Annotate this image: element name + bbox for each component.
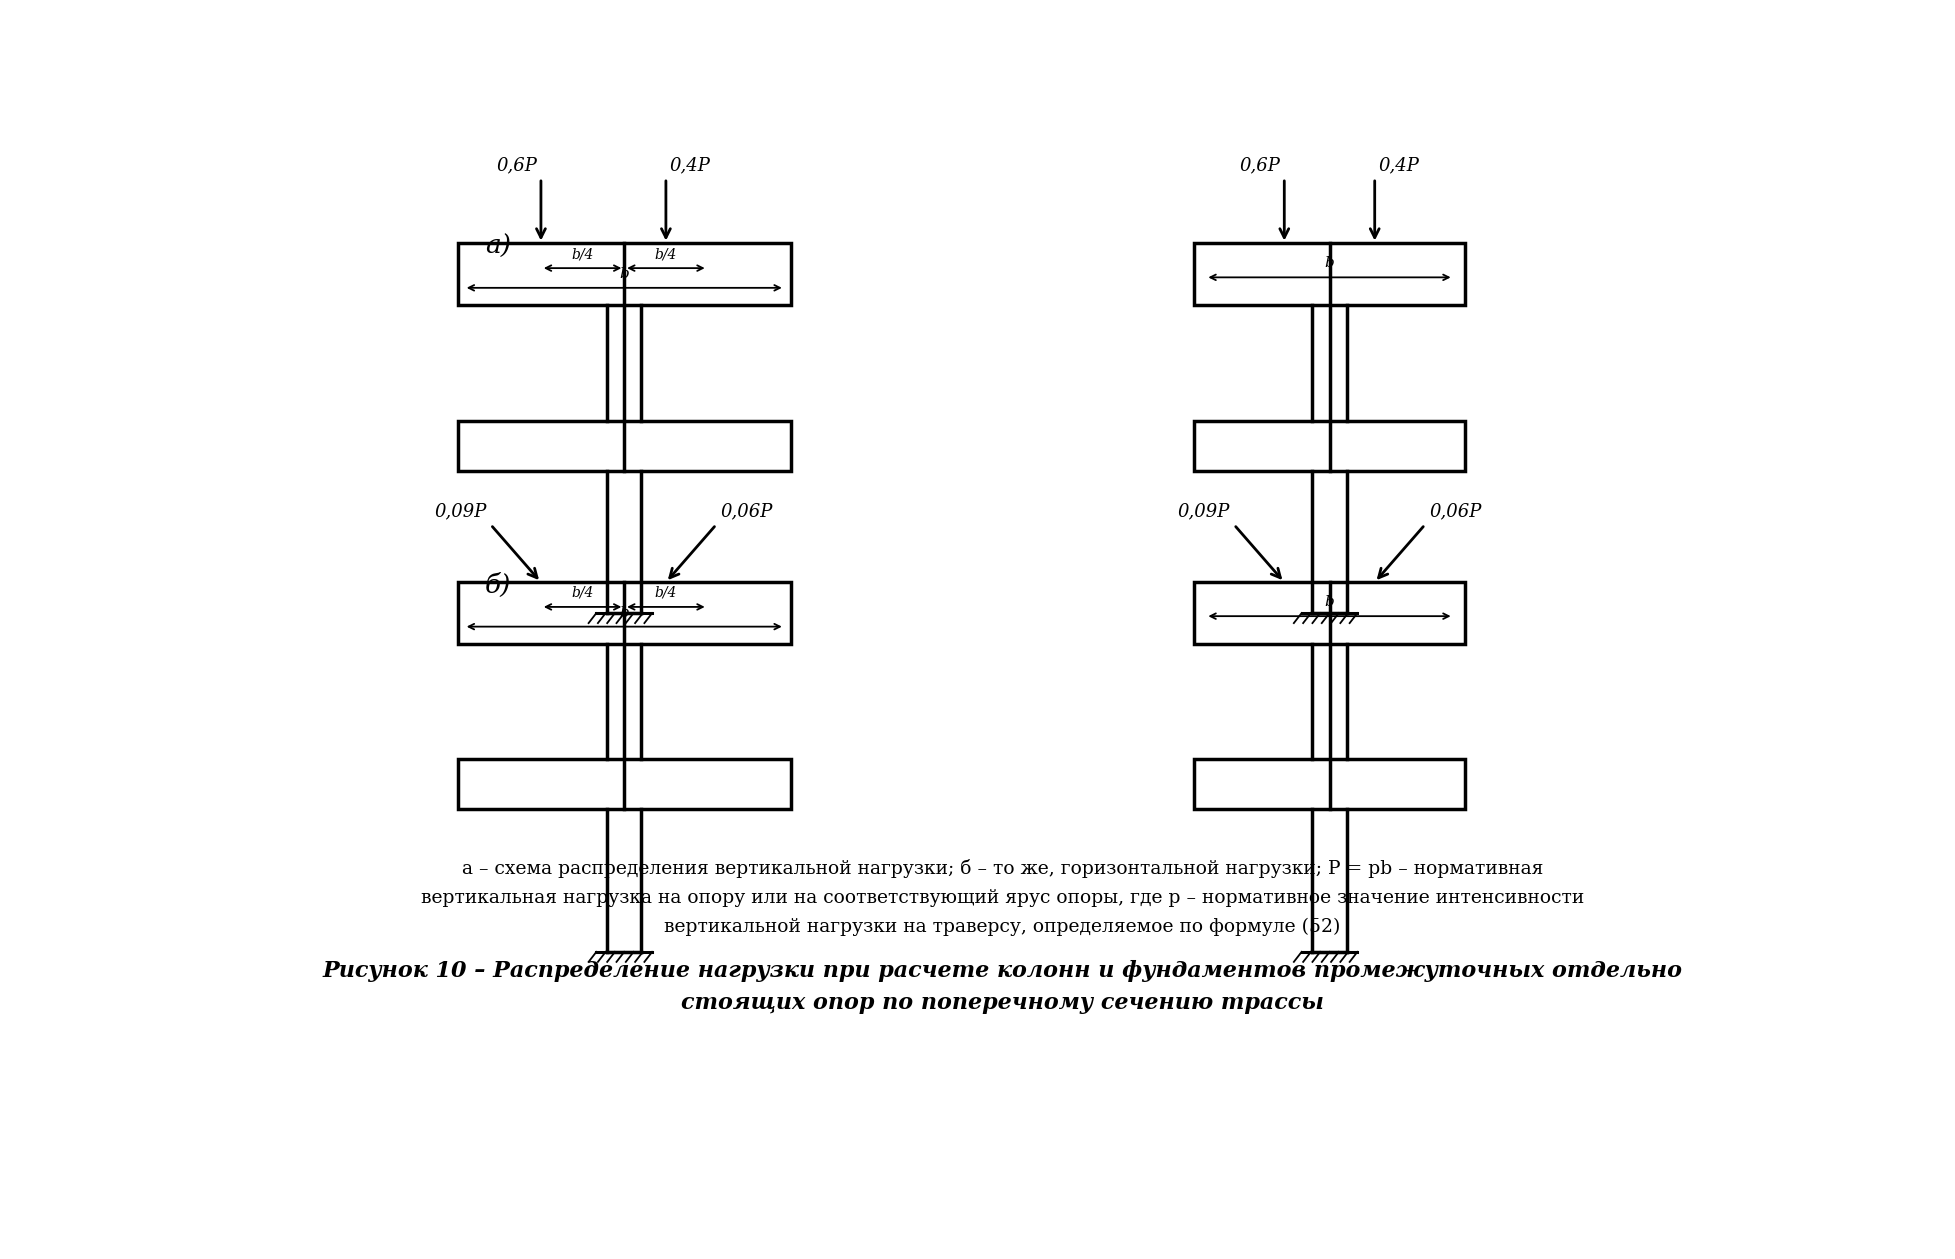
Text: b: b	[620, 267, 630, 281]
Text: 0,6Р: 0,6Р	[1239, 156, 1281, 174]
Text: b/4: b/4	[571, 585, 594, 601]
Bar	[1193, 582, 1464, 643]
Text: 0,4Р: 0,4Р	[669, 156, 710, 174]
Text: b/4: b/4	[655, 247, 676, 261]
Text: b/4: b/4	[655, 585, 676, 601]
Text: a – схема распределения вертикальной нагрузки; б – то же, горизонтальной нагрузк: a – схема распределения вертикальной наг…	[461, 860, 1542, 879]
Text: b/4: b/4	[571, 247, 594, 261]
Text: Рисунок 10 – Распределение нагрузки при расчете колонн и фундаментов промежуточн: Рисунок 10 – Распределение нагрузки при …	[323, 959, 1681, 982]
Bar	[457, 582, 790, 643]
Text: b: b	[1324, 257, 1333, 271]
Bar	[1193, 421, 1464, 471]
Text: b: b	[620, 606, 630, 619]
Text: стоящих опор по поперечному сечению трассы: стоящих опор по поперечному сечению трас…	[680, 992, 1324, 1013]
Text: а): а)	[485, 234, 510, 259]
Bar	[457, 421, 790, 471]
Bar	[457, 759, 790, 810]
Bar	[457, 243, 790, 305]
Bar	[1193, 759, 1464, 810]
Bar	[1193, 243, 1464, 305]
Text: 0,06Р: 0,06Р	[719, 502, 772, 521]
Text: вертикальная нагрузка на опору или на соответствующий ярус опоры, где p – нормат: вертикальная нагрузка на опору или на со…	[420, 889, 1584, 906]
Text: 0,06Р: 0,06Р	[1429, 502, 1480, 521]
Text: 0,09Р: 0,09Р	[1177, 502, 1230, 521]
Text: 0,4Р: 0,4Р	[1378, 156, 1419, 174]
Text: 0,09Р: 0,09Р	[434, 502, 487, 521]
Text: б): б)	[485, 573, 510, 598]
Text: 0,6Р: 0,6Р	[497, 156, 538, 174]
Text: вертикальной нагрузки на траверсу, определяемое по формуле (52): вертикальной нагрузки на траверсу, опред…	[665, 918, 1339, 937]
Text: b: b	[1324, 596, 1333, 609]
